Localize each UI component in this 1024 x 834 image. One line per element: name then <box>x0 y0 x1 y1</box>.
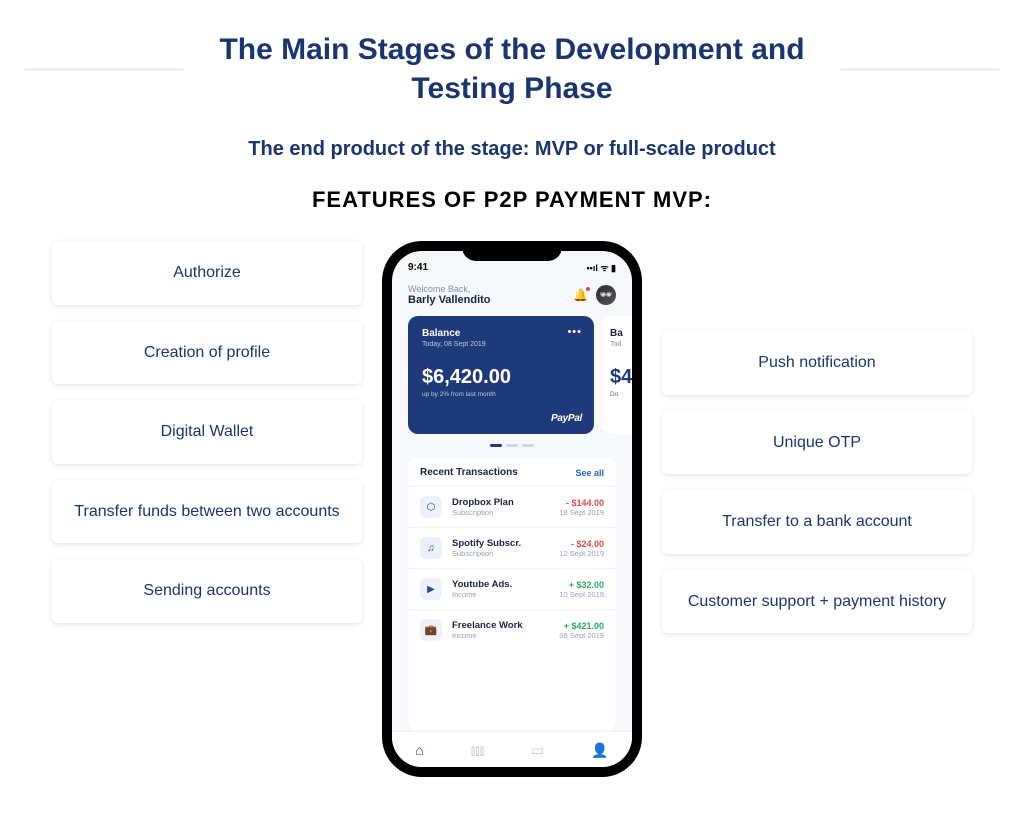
transaction-date: 12 Sept 2019 <box>559 549 604 558</box>
pager-dot[interactable] <box>490 444 502 447</box>
peek-amount: $4 <box>610 366 632 389</box>
welcome-header: Welcome Back, Barly Vallendito 🔔 🕶 <box>392 278 632 316</box>
transactions-title: Recent Transactions <box>420 467 518 478</box>
section-heading: FEATURES OF P2P PAYMENT MVP: <box>0 187 1024 213</box>
phone-mockup: 9:41 ••ıl ᯤ ▮ Welcome Back, Barly Vallen… <box>382 241 642 777</box>
feature-card: Unique OTP <box>662 411 972 475</box>
see-all-link[interactable]: See all <box>575 468 604 478</box>
feature-card: Digital Wallet <box>52 400 362 464</box>
peek-sub: Do <box>610 391 632 398</box>
balance-card-peek[interactable]: Ba Tod $4 Do <box>602 316 632 434</box>
title-row: The Main Stages of the Development and T… <box>0 0 1024 108</box>
pager-dot[interactable] <box>506 444 518 447</box>
transaction-subtitle: Income <box>452 631 549 640</box>
status-time: 9:41 <box>408 262 428 273</box>
pager-dots <box>392 444 632 447</box>
transaction-row[interactable]: ▶ Youtube Ads. Income + $32.00 10 Sept 2… <box>408 568 616 609</box>
transaction-row[interactable]: ⬡ Dropbox Plan Subscription - $144.00 18… <box>408 486 616 527</box>
feature-card: Transfer to a bank account <box>662 490 972 554</box>
feature-card: Push notification <box>662 331 972 395</box>
transaction-subtitle: Subscription <box>452 508 549 517</box>
divider-left <box>24 68 184 71</box>
avatar-icon[interactable]: 🕶 <box>596 285 616 305</box>
transaction-row[interactable]: 💼 Freelance Work Income + $421.00 06 Sep… <box>408 609 616 650</box>
bell-icon[interactable]: 🔔 <box>573 288 588 302</box>
feature-card: Sending accounts <box>52 559 362 623</box>
nav-profile-icon[interactable]: 👤 <box>591 742 608 759</box>
transaction-date: 10 Sept 2019 <box>559 590 604 599</box>
transaction-subtitle: Subscription <box>452 549 549 558</box>
transaction-date: 18 Sept 2019 <box>559 508 604 517</box>
youtube-icon: ▶ <box>420 578 442 600</box>
header-icons: 🔔 🕶 <box>573 285 616 305</box>
feature-card: Creation of profile <box>52 321 362 385</box>
feature-card: Transfer funds between two accounts <box>52 480 362 544</box>
transactions-section: Recent Transactions See all ⬡ Dropbox Pl… <box>408 457 616 731</box>
peek-date: Tod <box>610 341 632 348</box>
transaction-amount: + $32.00 <box>559 580 604 590</box>
divider-right <box>840 68 1000 71</box>
transaction-amount: - $144.00 <box>559 498 604 508</box>
feature-card: Customer support + payment history <box>662 570 972 634</box>
card-menu-icon[interactable]: ••• <box>567 326 582 338</box>
transaction-date: 06 Sept 2019 <box>559 631 604 640</box>
nav-home-icon[interactable]: ⌂ <box>415 742 423 759</box>
dropbox-icon: ⬡ <box>420 496 442 518</box>
content-row: Authorize Creation of profile Digital Wa… <box>0 241 1024 777</box>
transaction-title: Youtube Ads. <box>452 579 549 590</box>
spotify-icon: ♫ <box>420 537 442 559</box>
page-title: The Main Stages of the Development and T… <box>202 30 822 108</box>
transaction-row[interactable]: ♫ Spotify Subscr. Subscription - $24.00 … <box>408 527 616 568</box>
balance-subtext: up by 2% from last month <box>422 391 580 398</box>
transaction-title: Spotify Subscr. <box>452 538 549 549</box>
transaction-amount: + $421.00 <box>559 621 604 631</box>
phone-notch <box>462 241 562 261</box>
transaction-title: Dropbox Plan <box>452 497 549 508</box>
peek-label: Ba <box>610 328 632 339</box>
balance-date: Today, 08 Sept 2019 <box>422 341 580 348</box>
nav-stats-icon[interactable]: ⫾⫾⫾ <box>471 742 484 759</box>
balance-cards-row: ••• Balance Today, 08 Sept 2019 $6,420.0… <box>392 316 632 434</box>
nav-card-icon[interactable]: ▭ <box>531 742 544 759</box>
balance-amount: $6,420.00 <box>422 366 580 389</box>
welcome-text: Welcome Back, Barly Vallendito <box>408 284 491 306</box>
balance-label: Balance <box>422 328 580 339</box>
welcome-label: Welcome Back, <box>408 284 491 294</box>
subtitle: The end product of the stage: MVP or ful… <box>0 138 1024 161</box>
phone-screen: 9:41 ••ıl ᯤ ▮ Welcome Back, Barly Vallen… <box>392 251 632 767</box>
transaction-amount: - $24.00 <box>559 539 604 549</box>
pager-dot[interactable] <box>522 444 534 447</box>
bottom-nav: ⌂ ⫾⫾⫾ ▭ 👤 <box>392 731 632 767</box>
user-name: Barly Vallendito <box>408 294 491 306</box>
briefcase-icon: 💼 <box>420 619 442 641</box>
status-indicators: ••ıl ᯤ ▮ <box>587 261 616 274</box>
balance-card-primary[interactable]: ••• Balance Today, 08 Sept 2019 $6,420.0… <box>408 316 594 434</box>
feature-card: Authorize <box>52 241 362 305</box>
transaction-title: Freelance Work <box>452 620 549 631</box>
card-brand: PayPal <box>551 413 582 424</box>
features-left-column: Authorize Creation of profile Digital Wa… <box>52 241 362 777</box>
transaction-subtitle: Income <box>452 590 549 599</box>
transactions-header: Recent Transactions See all <box>408 467 616 486</box>
features-right-column: Push notification Unique OTP Transfer to… <box>662 241 972 777</box>
